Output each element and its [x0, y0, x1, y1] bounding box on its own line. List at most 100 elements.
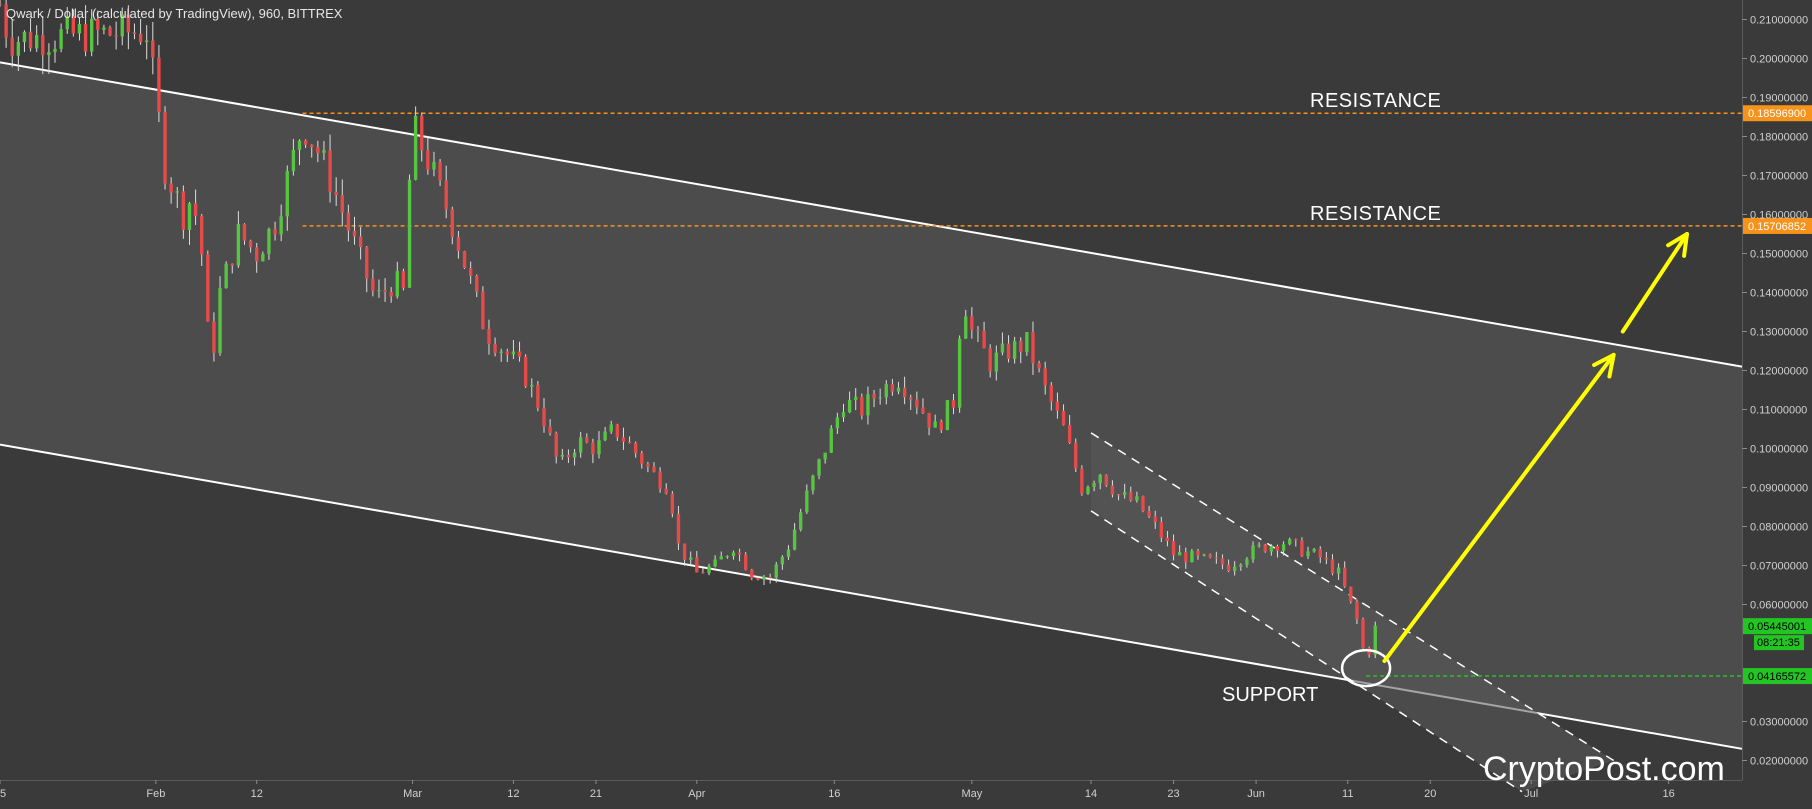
candle-body — [792, 529, 797, 550]
time-tick-label: 14 — [1085, 788, 1097, 800]
candle-body — [597, 440, 601, 455]
candle-body — [731, 552, 736, 557]
candle-body — [114, 35, 118, 37]
candle-body — [1135, 496, 1139, 501]
time-axis[interactable]: 15 Feb 12 Mar 12 21 Apr 16 May 14 23 Jun 11 20 Jul 16 — [0, 780, 1742, 800]
candle-body — [291, 149, 296, 172]
candle-body — [511, 351, 516, 355]
candle-body — [1086, 486, 1090, 494]
last-price-tag — [1743, 618, 1812, 635]
candle-body — [53, 48, 57, 52]
candle-body — [1190, 550, 1194, 563]
candle-body — [939, 421, 943, 430]
candle-body — [817, 459, 821, 476]
candle-body — [878, 397, 882, 399]
candle-body — [175, 191, 179, 193]
candle-body — [383, 290, 387, 293]
candle-body — [799, 512, 803, 530]
candle-body — [1232, 566, 1237, 572]
candle-body — [945, 400, 950, 430]
candle-body — [438, 161, 442, 181]
candle-body — [762, 577, 766, 580]
candle-body — [1288, 539, 1292, 545]
candle-body — [1067, 425, 1072, 443]
candle-body — [1269, 546, 1274, 552]
candle-body — [1043, 368, 1047, 386]
candle-body — [994, 352, 998, 372]
candle-body — [964, 316, 968, 339]
candle-body — [542, 407, 546, 427]
support-circle-marker — [1340, 648, 1392, 688]
price-tick-label: 0.12000000 — [1750, 366, 1808, 378]
candle-body — [358, 236, 363, 248]
candle-body — [1049, 385, 1053, 402]
candle-body — [750, 569, 754, 579]
time-tick-label: Mar — [403, 788, 422, 800]
candle-body — [591, 442, 595, 455]
candle-body — [77, 24, 82, 34]
candle-body — [34, 35, 39, 49]
time-tick-label: 16 — [828, 788, 840, 800]
price-tick-label: 0.06000000 — [1750, 600, 1808, 612]
candle-body — [1214, 557, 1219, 559]
candle-body — [126, 14, 131, 33]
candle-body — [377, 290, 381, 292]
candle-body — [768, 577, 772, 579]
candle-body — [713, 559, 717, 567]
candle-body — [279, 216, 283, 235]
time-tick-label: Jul — [1524, 788, 1538, 800]
candle-body — [450, 209, 454, 237]
candle-body — [1361, 619, 1365, 649]
candle-body — [1257, 544, 1261, 546]
candle-body — [1184, 552, 1188, 563]
channel-upper-line — [0, 61, 1743, 368]
price-tick-label: 0.09000000 — [1750, 483, 1808, 495]
candle-body — [829, 428, 833, 453]
candle-body — [1092, 483, 1096, 487]
candle-body — [1263, 544, 1267, 552]
candle-body — [108, 27, 112, 36]
candle-body — [676, 513, 681, 544]
candle-body — [487, 328, 491, 345]
candle-body — [1129, 492, 1133, 501]
candle-body — [695, 557, 699, 573]
candle-body — [854, 396, 858, 400]
time-tick-label: 15 — [0, 788, 6, 800]
projection-arrow-1-shaft — [1382, 352, 1616, 664]
candle-body — [933, 421, 937, 428]
countdown-label: 08:21:35 — [1757, 637, 1800, 649]
projection-arrow-1-head — [1592, 352, 1616, 379]
candle-body — [41, 35, 45, 56]
candle-body — [530, 384, 534, 387]
candle-body — [273, 228, 277, 235]
time-tick-label: 12 — [251, 788, 263, 800]
candle-body — [921, 407, 925, 414]
candle-body — [420, 115, 424, 151]
candle-body — [334, 191, 338, 196]
candle-body — [59, 29, 63, 49]
resistance-price-label: 0.15706852 — [1748, 221, 1806, 233]
candle-body — [554, 432, 558, 457]
candle-body — [187, 203, 192, 230]
support-price-tag — [1743, 668, 1812, 685]
candle-body — [1300, 540, 1304, 557]
candle-body — [982, 330, 986, 349]
candle-body — [255, 247, 259, 262]
candle-body — [860, 396, 864, 416]
candle-body — [1208, 554, 1212, 558]
projection-arrow-2-shaft — [1620, 232, 1689, 334]
candle-body — [1165, 537, 1170, 542]
candle-body — [499, 351, 503, 353]
candle-body — [578, 437, 583, 453]
candle-body — [786, 549, 791, 557]
price-axis[interactable]: 0.21000000 0.20000000 0.19000000 0.18000000… — [1742, 0, 1808, 780]
candle-body — [102, 27, 106, 30]
channel-layer — [0, 61, 1743, 793]
candle-body — [1202, 554, 1206, 556]
candle-body — [866, 394, 870, 416]
candle-body — [572, 452, 577, 458]
candle-body — [566, 454, 571, 458]
candle-body — [1251, 545, 1255, 560]
